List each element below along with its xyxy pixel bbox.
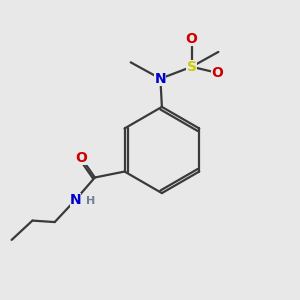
Text: S: S [187, 60, 196, 74]
Text: O: O [211, 66, 223, 80]
Text: O: O [186, 32, 197, 46]
Text: N: N [154, 72, 166, 86]
Text: O: O [76, 151, 87, 165]
Text: H: H [86, 196, 95, 206]
Text: N: N [70, 193, 81, 207]
